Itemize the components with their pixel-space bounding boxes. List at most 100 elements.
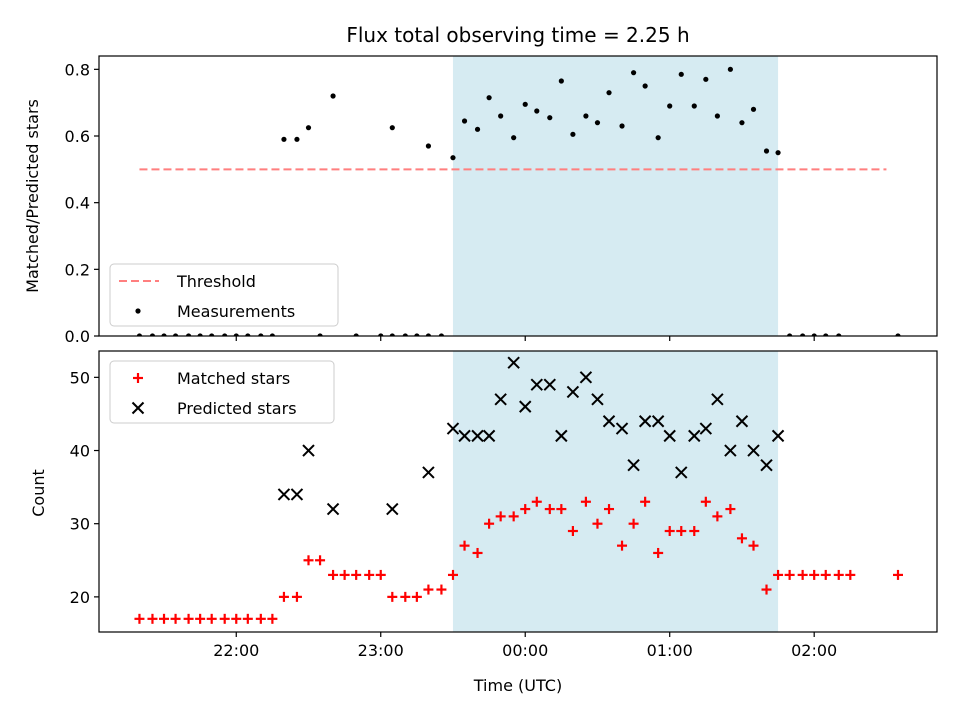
measurement-point — [136, 333, 143, 336]
matched-star-point — [700, 496, 711, 507]
measurement-point — [678, 71, 684, 77]
matched-star-point — [495, 511, 506, 522]
matched-star-point — [773, 569, 784, 580]
matched-star-point — [411, 591, 422, 602]
x-stroke-b — [519, 400, 532, 413]
matched-star-point — [231, 613, 242, 624]
predicted-star-point — [386, 502, 399, 516]
x-stroke-b — [302, 444, 315, 457]
x-tick-label: 22:00 — [213, 641, 259, 660]
matched-star-point — [761, 584, 772, 595]
measurement-point — [209, 333, 215, 336]
x-tick-label: 00:00 — [502, 641, 548, 660]
x-stroke-b — [482, 429, 496, 443]
y-tick-label: 40 — [70, 442, 90, 461]
matched-star-point — [206, 613, 217, 624]
predicted-star-point — [277, 488, 291, 501]
matched-star-point — [784, 569, 795, 580]
x-stroke-b — [566, 385, 580, 399]
matched-star-point — [520, 504, 531, 515]
x-stroke-b — [326, 502, 340, 516]
x-stroke-b — [530, 378, 543, 391]
measurement-point — [570, 131, 576, 137]
x-tick-label: 23:00 — [358, 641, 404, 660]
predicted-star-point — [422, 466, 435, 479]
x-stroke-b — [591, 393, 604, 406]
predicted-star-point — [302, 444, 315, 457]
predicted-star-point — [711, 393, 724, 406]
x-stroke-b — [638, 415, 652, 428]
top-panel: 0.0 0.2 0.4 0.6 0.8 Threshold Measurements — [65, 55, 938, 346]
measurement-point — [800, 333, 806, 336]
matched-star-point — [592, 518, 603, 529]
measurement-point — [486, 95, 492, 101]
predicted-star-point — [735, 415, 749, 428]
matched-star-point — [183, 613, 194, 624]
x-stroke-b — [771, 429, 785, 443]
measurement-point — [402, 333, 408, 336]
legend-label: Threshold — [176, 272, 256, 291]
panel-frame — [98, 55, 938, 337]
predicted-star-point — [638, 415, 652, 428]
measurement-point — [823, 333, 829, 336]
legend-x-b — [131, 401, 145, 415]
x-stroke-b — [663, 429, 676, 443]
matched-star-point — [833, 569, 844, 580]
measurement-point — [233, 333, 239, 336]
measurement-point — [630, 70, 637, 76]
matched-star-point — [364, 569, 375, 580]
matched-star-point — [820, 569, 831, 580]
x-stroke-b — [602, 415, 616, 428]
series-predicted-stars — [277, 356, 785, 516]
matched-star-point — [845, 569, 856, 580]
predicted-star-point — [760, 458, 773, 472]
predicted-star-point — [566, 385, 580, 399]
predicted-star-point — [579, 371, 593, 384]
legend-item: Measurements — [135, 302, 295, 321]
measurement-point — [474, 126, 481, 132]
x-stroke-b — [446, 422, 460, 435]
x-stroke-b — [471, 429, 484, 443]
x-tick-label: 02:00 — [791, 641, 837, 660]
series-measurements — [136, 66, 901, 336]
predicted-star-point — [471, 429, 484, 443]
matched-star-point — [159, 613, 170, 624]
x-stroke-b — [579, 371, 593, 384]
predicted-star-point — [446, 422, 460, 435]
chart-title: Flux total observing time = 2.25 h — [346, 23, 689, 47]
predicted-star-point — [507, 356, 520, 369]
matched-star-point — [400, 591, 411, 602]
legend-item: Predicted stars — [131, 399, 297, 418]
measurement-point — [558, 78, 564, 84]
measurement-point — [739, 120, 745, 126]
measurement-point — [269, 333, 275, 336]
plot-area — [136, 56, 901, 336]
predicted-star-point — [543, 378, 556, 391]
measurement-point — [245, 333, 251, 336]
measurement-point — [811, 333, 817, 336]
matched-star-point — [689, 526, 700, 537]
x-stroke-b — [688, 429, 701, 443]
matched-star-point — [423, 584, 434, 595]
predicted-star-point — [519, 400, 532, 413]
predicted-star-point — [290, 488, 304, 501]
y-tick-label: 20 — [70, 588, 90, 607]
matched-star-point — [508, 511, 519, 522]
panel-frame — [98, 350, 938, 633]
measurement-point — [750, 106, 757, 112]
measurement-point — [461, 118, 468, 124]
measurement-point — [389, 333, 395, 336]
x-stroke-b — [290, 488, 304, 501]
measurement-point — [161, 333, 167, 336]
matched-star-point — [544, 504, 555, 515]
measurement-point — [425, 143, 432, 149]
x-stroke-b — [458, 429, 471, 443]
predicted-star-point — [602, 415, 616, 428]
measurement-point — [714, 113, 720, 119]
matched-star-point — [725, 504, 736, 515]
matched-star-point — [676, 526, 687, 537]
series-matched-stars — [134, 496, 903, 624]
legend-box — [109, 263, 339, 327]
x-stroke-b — [711, 393, 724, 406]
